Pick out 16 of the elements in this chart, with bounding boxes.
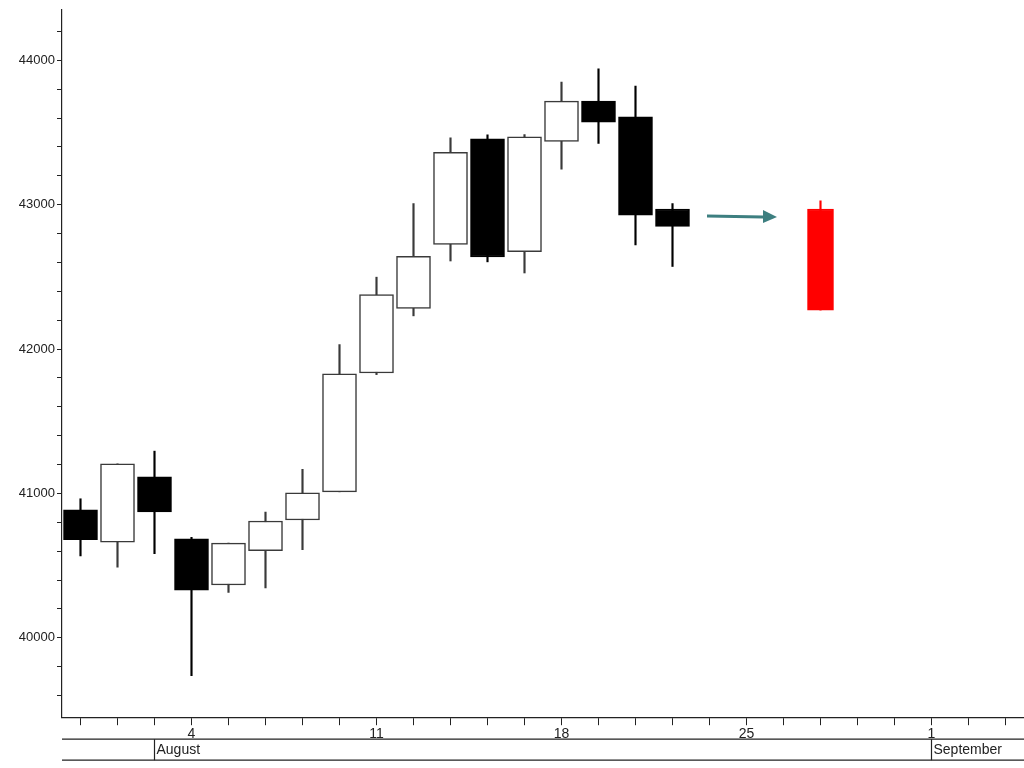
candlestick (581, 68, 616, 144)
y-tick-label: 41000 (18, 485, 55, 501)
x-tick-label: 1 (927, 725, 936, 742)
text: August (156, 741, 201, 758)
x-tick-label: 11 (369, 725, 384, 742)
x-tick-label: 4 (187, 725, 196, 742)
y-tick-label: 40000 (18, 629, 55, 645)
text: September (933, 741, 1003, 758)
x-tick-label: 25 (738, 725, 755, 742)
x-tick-label: 18 (553, 725, 570, 742)
candlestick (655, 203, 690, 267)
y-tick-label: 44000 (18, 51, 55, 67)
candlestick (137, 450, 172, 554)
candlestick (285, 468, 320, 551)
y-tick-label: 43000 (18, 196, 55, 212)
y-tick-label: 42000 (18, 340, 55, 356)
